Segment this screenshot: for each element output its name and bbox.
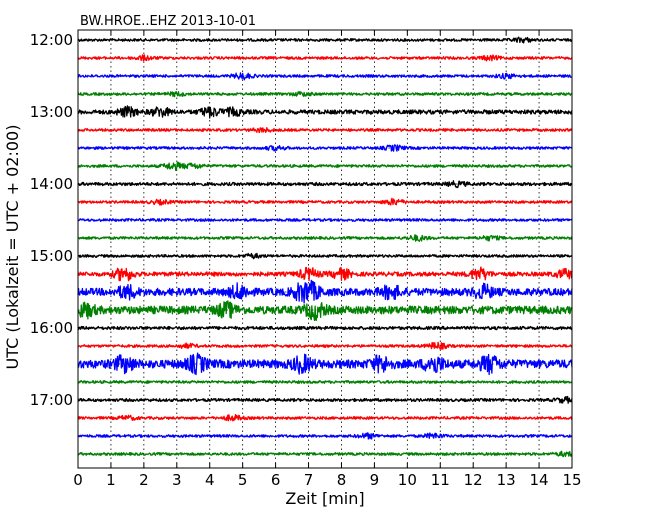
- x-tick-label: 7: [304, 471, 314, 489]
- trace-line: [77, 105, 573, 119]
- x-tick-label: 5: [238, 471, 248, 489]
- x-tick-label: 15: [562, 471, 581, 489]
- trace-line: [77, 127, 573, 134]
- trace-line: [77, 161, 573, 171]
- x-tick-label: 4: [205, 471, 215, 489]
- grid: [78, 30, 572, 468]
- x-tick-label: 14: [530, 471, 549, 489]
- x-axis-label: Zeit [min]: [285, 489, 364, 508]
- trace-line: [77, 180, 573, 189]
- x-tick-label: 6: [271, 471, 281, 489]
- x-tick-label: 13: [497, 471, 516, 489]
- trace-line: [77, 91, 573, 98]
- trace-line: [77, 266, 573, 282]
- y-tick-label: 15:00: [30, 247, 73, 265]
- x-tick-label: 2: [139, 471, 149, 489]
- x-tick-label: 11: [431, 471, 450, 489]
- y-tick-label: 16:00: [30, 319, 73, 337]
- trace-line: [77, 279, 573, 304]
- trace-line: [77, 395, 573, 404]
- trace-line: [77, 413, 573, 422]
- x-tick-label: 3: [172, 471, 182, 489]
- trace-line: [77, 144, 573, 152]
- trace-line: [77, 352, 573, 376]
- x-tick-label: 10: [398, 471, 417, 489]
- trace-line: [77, 341, 573, 350]
- y-axis-label: UTC (Lokalzeit = UTC + 02:00): [3, 125, 22, 370]
- x-ticks: 0 1 2 3 4 5 6 7 8 9 10 11 12 13 14 15: [73, 30, 582, 489]
- trace-line: [77, 450, 573, 458]
- trace-line: [77, 234, 573, 242]
- y-tick-label: 13:00: [30, 103, 73, 121]
- y-tick-label: 12:00: [30, 31, 73, 49]
- trace-line: [77, 432, 573, 440]
- trace-line: [77, 300, 573, 322]
- x-tick-label: 8: [337, 471, 347, 489]
- trace-line: [77, 72, 573, 81]
- x-tick-label: 12: [464, 471, 483, 489]
- x-tick-label: 9: [370, 471, 380, 489]
- trace-line: [77, 325, 573, 331]
- x-tick-label: 1: [106, 471, 116, 489]
- y-ticks: 12:00 13:00 14:00 15:00 16:00 17:00: [30, 31, 572, 409]
- trace-line: [77, 54, 573, 62]
- y-tick-label: 14:00: [30, 175, 73, 193]
- trace-group: [77, 36, 573, 458]
- trace-line: [77, 218, 573, 222]
- plot-frame: [77, 29, 573, 469]
- trace-line: [77, 380, 573, 384]
- trace-line: [77, 197, 573, 206]
- y-tick-label: 17:00: [30, 391, 73, 409]
- chart-title: BW.HROE..EHZ 2013-10-01: [80, 14, 256, 29]
- x-tick-label: 0: [73, 471, 83, 489]
- trace-line: [77, 36, 573, 44]
- trace-line: [77, 252, 573, 260]
